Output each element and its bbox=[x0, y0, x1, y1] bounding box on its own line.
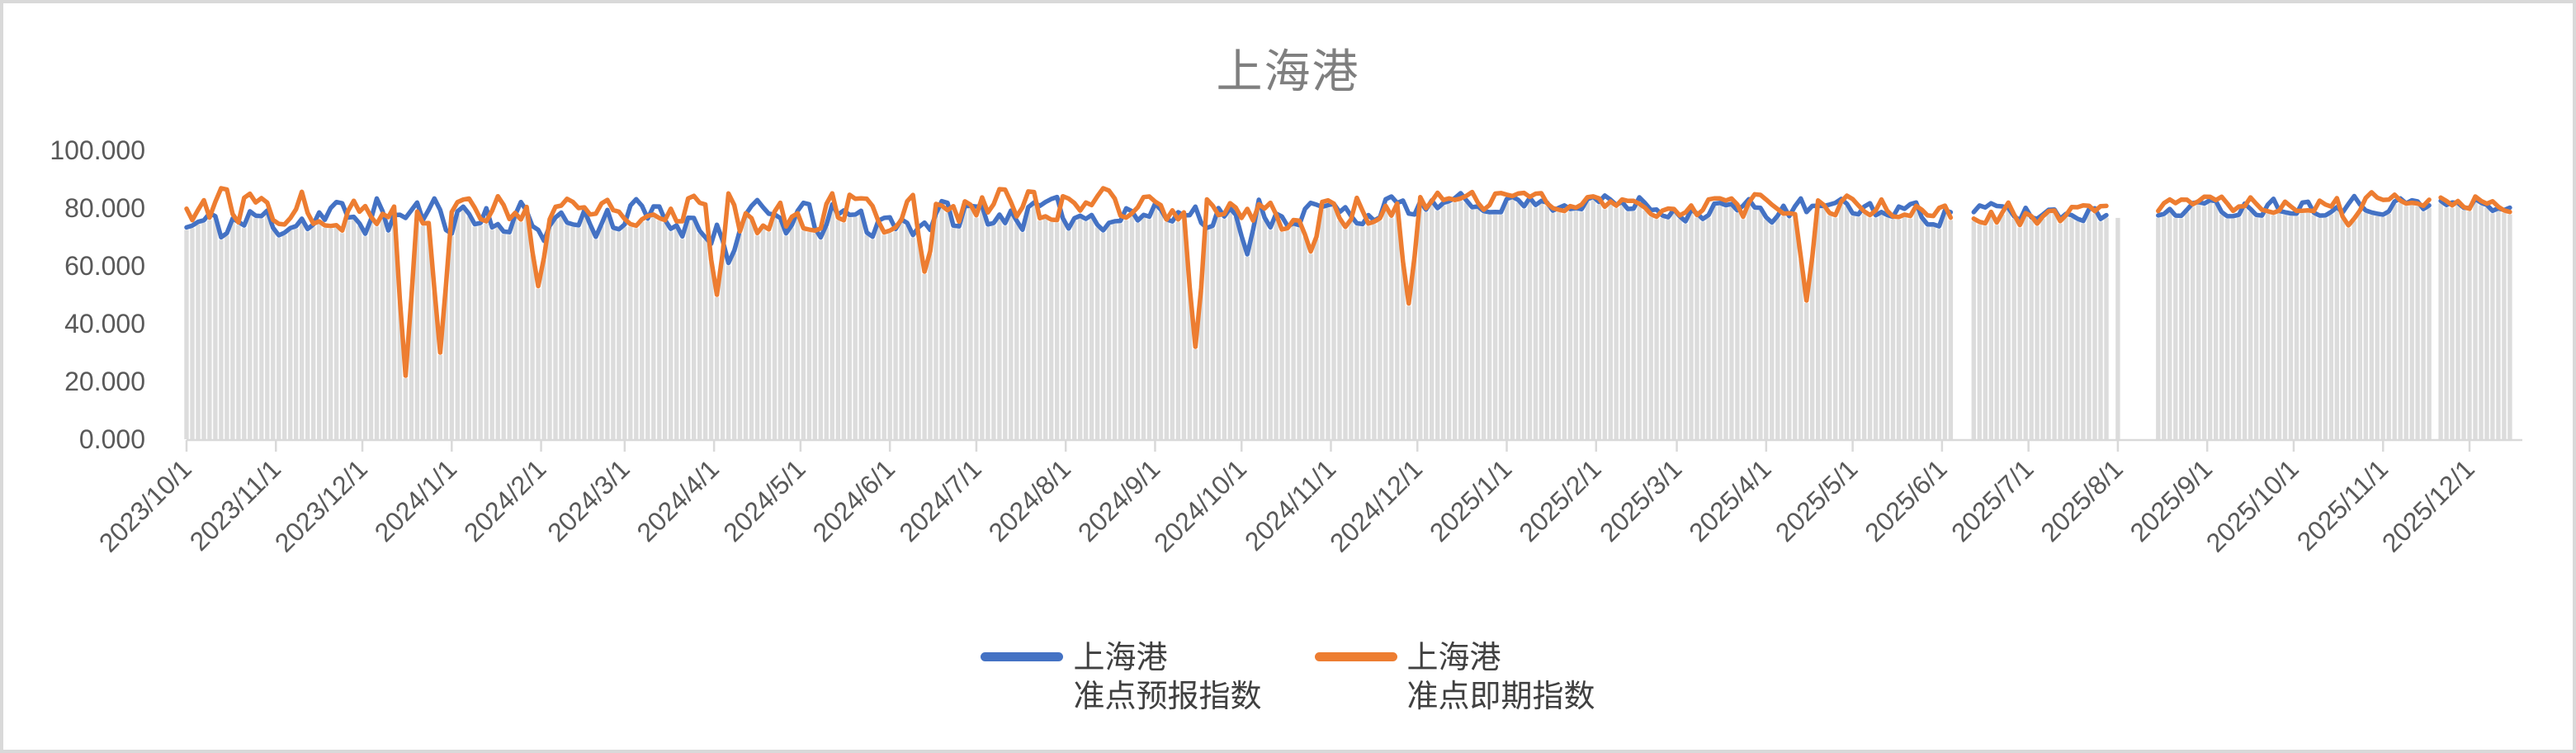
x-axis-label: 2023/12/1 bbox=[269, 453, 373, 557]
x-axis-label: 2024/4/1 bbox=[631, 453, 726, 547]
y-axis-label: 40.000 bbox=[64, 309, 145, 339]
legend-line-swatch-spot bbox=[1314, 652, 1397, 661]
x-axis-label: 2024/5/1 bbox=[717, 453, 811, 547]
legend: 上海港 准点预报指数 上海港 准点即期指数 bbox=[3, 639, 2573, 717]
legend-entry-forecast: 上海港 准点预报指数 bbox=[981, 639, 1262, 717]
y-axis-label: 0.000 bbox=[79, 424, 145, 454]
x-axis-label: 2024/10/1 bbox=[1148, 453, 1252, 557]
x-axis-label: 2025/11/1 bbox=[2291, 453, 2394, 556]
x-axis-label: 2023/11/1 bbox=[184, 453, 286, 556]
x-axis-label: 2024/11/1 bbox=[1239, 453, 1341, 556]
y-axis-label: 60.000 bbox=[64, 251, 145, 281]
y-axis-label: 80.000 bbox=[64, 193, 145, 223]
x-axis-label: 2025/4/1 bbox=[1683, 453, 1777, 547]
chart-title: 上海港 bbox=[1216, 45, 1360, 97]
legend-label-forecast-line2: 准点预报指数 bbox=[1073, 680, 1262, 714]
x-axis-label: 2024/6/1 bbox=[807, 453, 901, 547]
x-axis-label: 2023/10/1 bbox=[93, 453, 197, 557]
series-line-spot-index bbox=[184, 186, 2512, 378]
legend-label-spot-line1: 上海港 bbox=[1406, 641, 1501, 675]
x-axis-label: 2024/1/1 bbox=[369, 453, 463, 547]
y-axis-label: 20.000 bbox=[64, 367, 145, 396]
legend-entry-spot: 上海港 准点即期指数 bbox=[1314, 639, 1595, 717]
x-axis-label: 2024/8/1 bbox=[983, 453, 1077, 547]
y-axis-label: 100.000 bbox=[50, 135, 145, 165]
daily-bars bbox=[184, 199, 2512, 440]
legend-label-spot-line2: 准点即期指数 bbox=[1406, 680, 1595, 714]
x-axis-label: 2025/10/1 bbox=[2200, 453, 2304, 557]
x-axis-label: 2025/5/1 bbox=[1770, 453, 1864, 547]
legend-label-forecast-line1: 上海港 bbox=[1073, 641, 1168, 675]
x-axis-label: 2024/3/1 bbox=[541, 453, 636, 547]
x-axis-label: 2025/12/1 bbox=[2376, 453, 2480, 557]
x-axis-label: 2025/6/1 bbox=[1859, 453, 1953, 547]
x-axis-label: 2024/12/1 bbox=[1324, 453, 1428, 557]
x-axis-ticks bbox=[185, 440, 2471, 452]
legend-line-swatch-forecast bbox=[981, 652, 1064, 661]
x-axis-label: 2024/7/1 bbox=[893, 453, 987, 547]
x-axis-label: 2025/8/1 bbox=[2035, 453, 2129, 547]
chart-plot-area: 2023/10/12023/11/12023/12/12024/1/12024/… bbox=[50, 135, 2522, 558]
x-axis-label: 2025/1/1 bbox=[1424, 453, 1518, 547]
x-axis-label: 2025/2/1 bbox=[1513, 453, 1607, 547]
x-axis-label: 2025/3/1 bbox=[1594, 453, 1688, 547]
x-axis-label: 2024/2/1 bbox=[458, 453, 552, 547]
x-axis-label: 2025/7/1 bbox=[1945, 453, 2040, 547]
